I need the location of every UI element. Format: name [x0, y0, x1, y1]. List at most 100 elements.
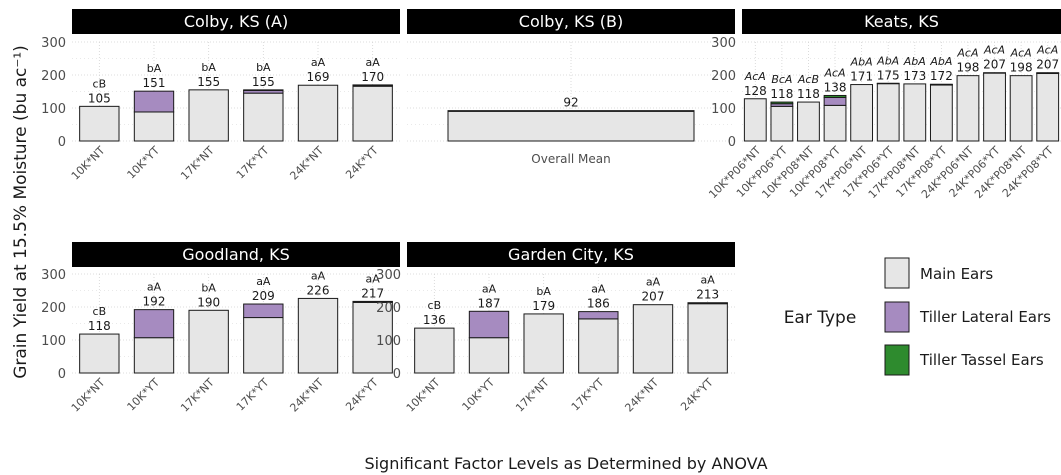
significance-letters: bA	[201, 281, 216, 294]
bar-tassel-24k-p06-yt	[983, 72, 1006, 74]
bar-main-17k-yt	[578, 318, 619, 374]
total-label: 172	[930, 69, 953, 83]
category-label: 17K*YT	[234, 144, 272, 182]
significance-letters: cB	[428, 299, 442, 312]
y-tick-label: 200	[376, 301, 401, 316]
bar-main-10k-yt	[468, 337, 510, 374]
legend-title: Ear Type	[784, 308, 857, 328]
total-label: 207	[642, 290, 665, 304]
bar-main-17k-p08-yt	[929, 84, 953, 142]
significance-letters: AcA	[823, 66, 845, 79]
bar-tassel-24k-p08-yt	[1036, 72, 1060, 74]
legend-label-main-ears: Main Ears	[920, 265, 993, 283]
category-label: 10K*YT	[125, 376, 163, 414]
y-tick-label: 300	[376, 268, 401, 283]
category-label: 10K*NT	[404, 376, 443, 415]
legend-label-tiller-tassel-ears: Tiller Tassel Ears	[919, 351, 1044, 369]
bar-main-24k-yt	[687, 303, 728, 374]
total-label: 175	[877, 68, 900, 82]
bar-main-10k-yt	[133, 337, 175, 374]
panel-garden-city-ks: Garden City, KS0100200300136cB10K*NT187a…	[376, 242, 735, 415]
bar-tassel-17k-p06-yt	[876, 82, 900, 85]
total-label: 198	[957, 61, 980, 75]
category-label: 17K*NT	[513, 376, 552, 415]
total-label: 128	[744, 84, 767, 98]
bar-main-17k-yt	[243, 317, 284, 374]
significance-letters: AcA	[744, 70, 766, 83]
category-label: 10K*YT	[460, 376, 498, 414]
bar-lateral-10k-yt	[133, 309, 175, 339]
bar-main-17k-p08-nt	[903, 83, 927, 142]
bar-lateral-17k-yt	[243, 303, 284, 319]
bar-main-17k-nt	[188, 89, 229, 142]
total-label: 207	[983, 58, 1006, 72]
total-label: 105	[88, 91, 111, 105]
panel-strip	[742, 9, 1061, 34]
bar-tassel-10k-p06-yt	[770, 101, 794, 105]
bar-main-10k-yt	[133, 111, 175, 142]
bar-main-10k-nt	[79, 105, 120, 142]
legend: Ear Type Main Ears Tiller Lateral Ears T…	[784, 257, 1051, 376]
total-label: 155	[252, 75, 275, 89]
significance-letters: aA	[482, 282, 497, 295]
bar-main-17k-p06-yt	[876, 83, 900, 142]
category-label: 17K*NT	[178, 144, 217, 183]
bar-tassel-17k-yt	[243, 89, 284, 92]
total-label: 118	[770, 87, 793, 101]
category-label: Overall Mean	[531, 152, 610, 166]
legend-key-main-ears	[884, 257, 910, 289]
panel-colby-ks-a: Colby, KS (A)0100200300105cB10K*NT151bA1…	[41, 9, 400, 183]
y-tick-label: 0	[393, 367, 401, 382]
category-label: 10K*NT	[69, 144, 108, 183]
category-label: 24K*YT	[343, 376, 381, 414]
category-label: 24K*NT	[622, 376, 661, 415]
significance-letters: AcA	[1010, 47, 1032, 60]
significance-letters: AbA	[903, 55, 926, 68]
y-tick-label: 300	[41, 268, 66, 283]
significance-letters: AcA	[983, 44, 1005, 57]
bar-main-24k-p08-yt	[1036, 72, 1060, 142]
y-tick-label: 300	[711, 36, 736, 51]
bar-main-10k-p08-yt	[823, 104, 847, 142]
y-tick-label: 200	[41, 301, 66, 316]
total-label: 138	[824, 80, 847, 94]
bar-main-17k-yt	[243, 92, 284, 142]
significance-letters: AcB	[797, 73, 819, 86]
legend-key-tiller-lateral-ears	[884, 301, 910, 333]
bar-lateral-10k-p08-yt	[823, 96, 847, 106]
y-axis-title: Grain Yield at 15.5% Moisture (bu ac⁻¹)	[11, 45, 31, 379]
panel-keats-ks: Keats, KS0100200300128AcA10K*P06*NT118Bc…	[706, 9, 1061, 201]
bar-main-24k-p08-nt	[1009, 75, 1033, 142]
total-label: 169	[307, 70, 330, 84]
category-label: 24K*YT	[678, 376, 716, 414]
significance-letters: AbA	[929, 55, 952, 68]
significance-letters: aA	[366, 272, 381, 285]
panel-strip	[407, 242, 735, 267]
significance-letters: BcA	[771, 73, 792, 86]
category-label: 10K*YT	[125, 144, 163, 182]
y-tick-label: 100	[41, 334, 66, 349]
significance-letters: AcA	[1036, 44, 1058, 57]
y-tick-label: 300	[41, 36, 66, 51]
bar-main-24k-p06-yt	[983, 72, 1006, 142]
total-label: 226	[307, 283, 330, 297]
total-label: 173	[903, 69, 926, 83]
panel-strip	[72, 9, 400, 34]
bar-main-24k-yt	[352, 85, 393, 142]
total-label: 213	[696, 288, 719, 302]
bar-main-24k-p06-nt	[956, 75, 980, 142]
total-label: 207	[1036, 58, 1059, 72]
significance-letters: cB	[93, 305, 107, 318]
legend-label-tiller-lateral-ears: Tiller Lateral Ears	[919, 308, 1051, 326]
significance-letters: aA	[311, 269, 326, 282]
panel-goodland-ks: Goodland, KS0100200300118cB10K*NT192aA10…	[41, 242, 400, 415]
total-label: 151	[143, 76, 166, 90]
significance-letters: aA	[591, 283, 606, 296]
bar-tassel-17k-p08-yt	[929, 83, 953, 86]
bar-main-17k-p06-nt	[850, 84, 874, 142]
bar-tassel-24k-yt	[352, 300, 393, 303]
significance-letters: bA	[147, 62, 162, 75]
bar-main-17k-nt	[188, 309, 229, 374]
category-label: 24K*YT	[343, 144, 381, 182]
category-label: 10K*NT	[69, 376, 108, 415]
